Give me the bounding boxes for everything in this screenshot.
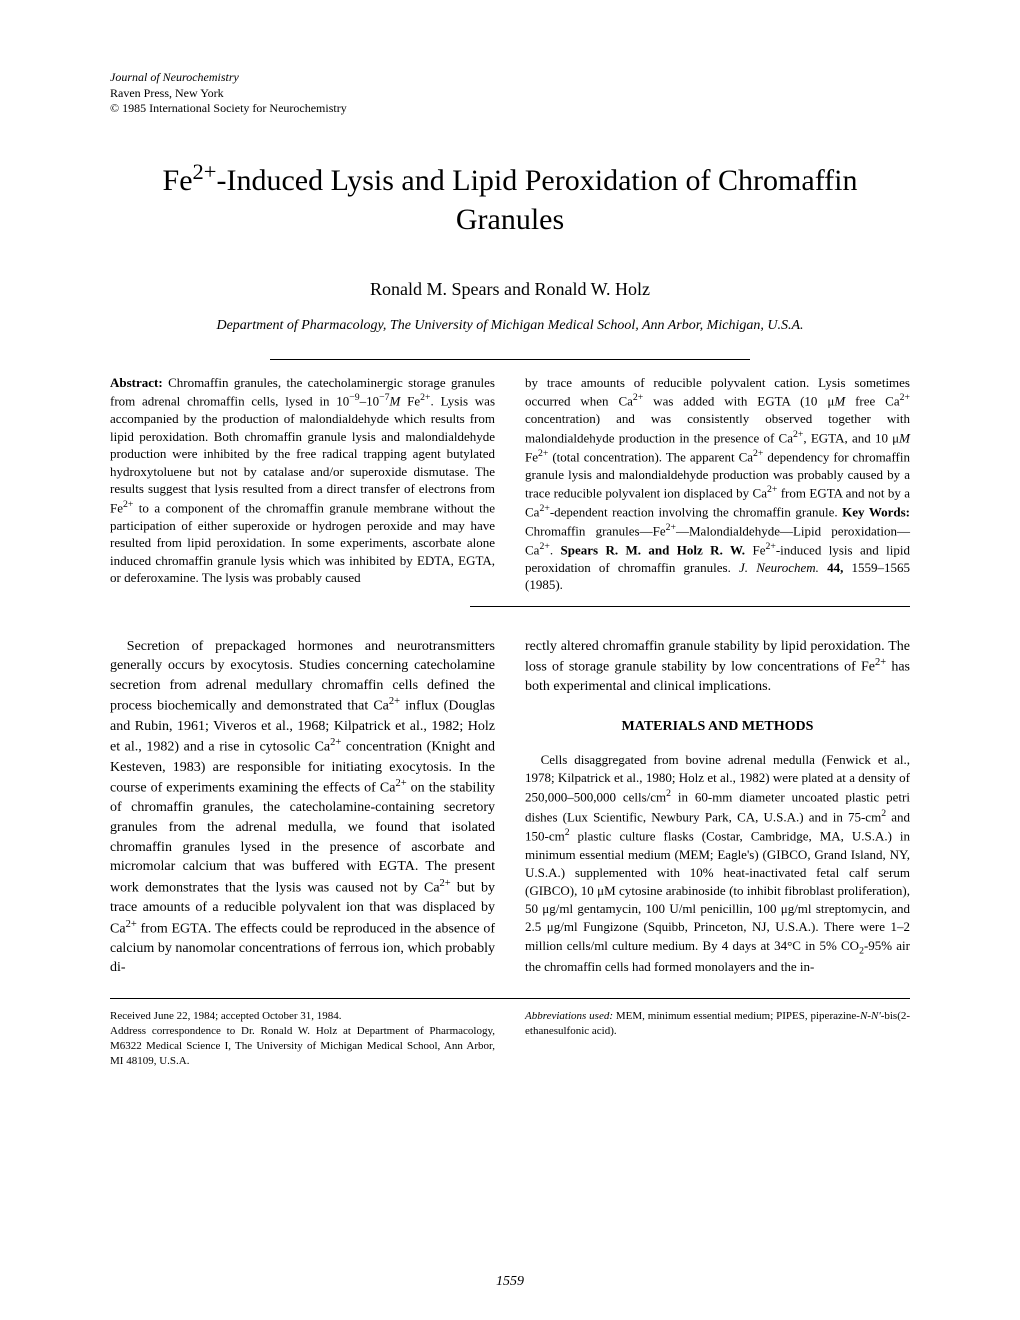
intro-continuation: rectly altered chromaffin granule stabil… [525, 637, 910, 697]
horizontal-rule [470, 606, 910, 607]
abstract-left-column: Abstract: Chromaffin granules, the catec… [110, 374, 495, 594]
page-number: 1559 [496, 1274, 524, 1290]
body-left-column: Secretion of prepackaged hormones and ne… [110, 637, 495, 978]
footer-section: Received June 22, 1984; accepted October… [110, 998, 910, 1068]
abstract-section: Abstract: Chromaffin granules, the catec… [110, 374, 910, 594]
article-title: Fe2+-Induced Lysis and Lipid Peroxidatio… [110, 157, 910, 239]
copyright: © 1985 International Society for Neuroch… [110, 101, 910, 117]
publisher: Raven Press, New York [110, 86, 910, 102]
footer-right: Abbreviations used: MEM, minimum essenti… [525, 1009, 910, 1068]
affiliation: Department of Pharmacology, The Universi… [110, 318, 910, 334]
journal-name: Journal of Neurochemistry [110, 70, 910, 86]
methods-heading: MATERIALS AND METHODS [525, 717, 910, 737]
methods-paragraph: Cells disaggregated from bovine adrenal … [525, 751, 910, 976]
body-right-column: rectly altered chromaffin granule stabil… [525, 637, 910, 978]
footer-left: Received June 22, 1984; accepted October… [110, 1009, 495, 1068]
body-section: Secretion of prepackaged hormones and ne… [110, 637, 910, 978]
intro-paragraph: Secretion of prepackaged hormones and ne… [110, 637, 495, 978]
abstract-right-column: by trace amounts of reducible polyvalent… [525, 374, 910, 594]
journal-header: Journal of Neurochemistry Raven Press, N… [110, 70, 910, 117]
authors: Ronald M. Spears and Ronald W. Holz [110, 279, 910, 300]
